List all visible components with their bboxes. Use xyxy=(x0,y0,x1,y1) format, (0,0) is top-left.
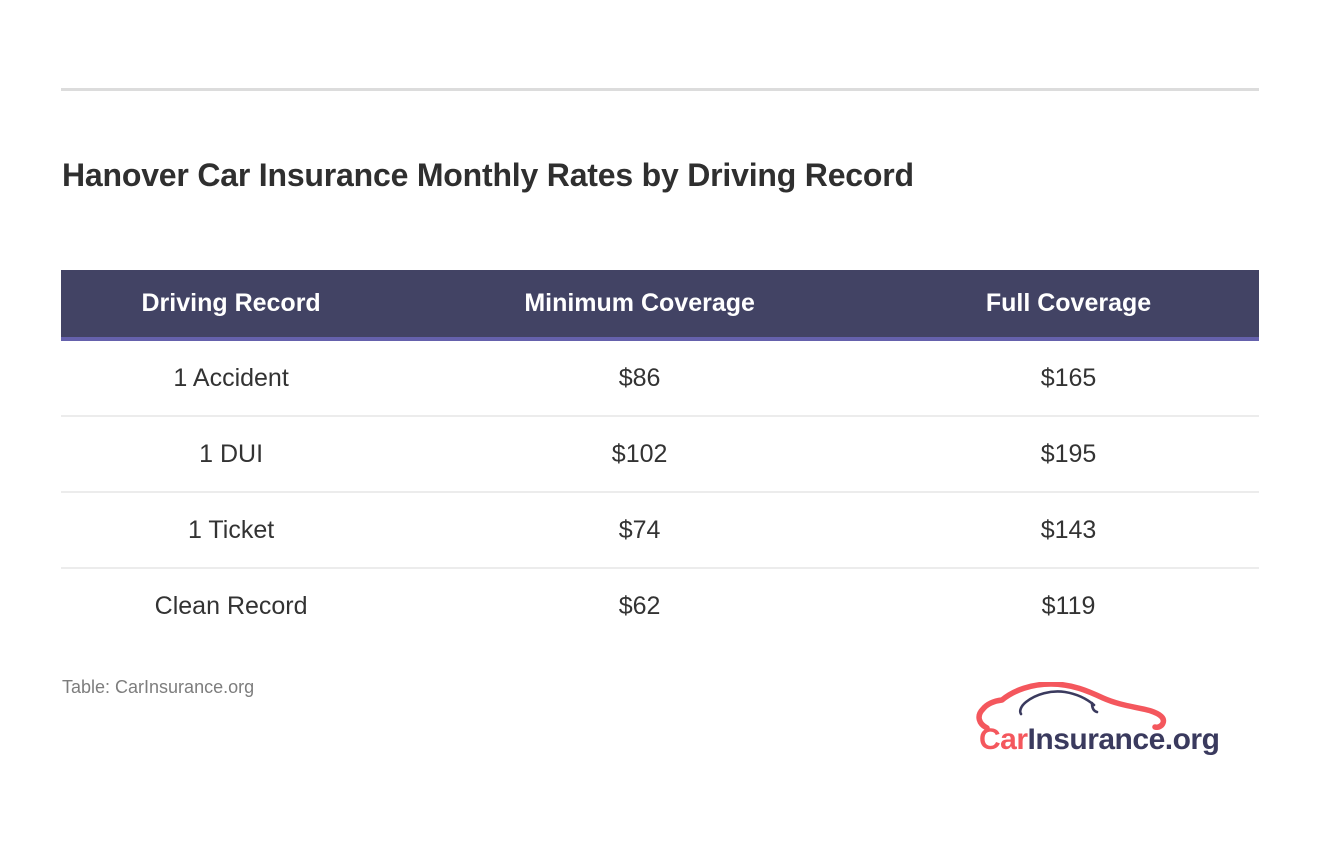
car-window-outline xyxy=(1018,690,1096,716)
cell-minimum-coverage: $62 xyxy=(401,567,879,643)
rates-table: Driving Record Minimum Coverage Full Cov… xyxy=(61,270,1259,643)
cell-full-coverage: $119 xyxy=(878,567,1259,643)
cell-driving-record: 1 Ticket xyxy=(61,491,402,568)
cell-driving-record: Clean Record xyxy=(61,567,402,643)
carinsurance-logo: CarInsurance.org xyxy=(975,682,1220,757)
table-row: 1 Accident $86 $165 xyxy=(61,339,1259,416)
car-outline-icon xyxy=(976,682,1167,730)
column-header-full-coverage: Full Coverage xyxy=(878,270,1259,341)
cell-driving-record: 1 DUI xyxy=(61,415,402,492)
cell-minimum-coverage: $102 xyxy=(401,415,879,492)
source-caption: Table: CarInsurance.org xyxy=(62,677,255,697)
table-row: 1 DUI $102 $195 xyxy=(61,415,1259,492)
logo-text-insurance-org: Insurance.org xyxy=(1027,723,1220,756)
car-mirror-detail xyxy=(1090,701,1099,714)
table-row: 1 Ticket $74 $143 xyxy=(61,491,1259,568)
column-header-minimum-coverage: Minimum Coverage xyxy=(401,270,879,341)
logo-wordmark: CarInsurance.org xyxy=(979,723,1220,757)
top-divider xyxy=(61,88,1259,91)
cell-full-coverage: $165 xyxy=(1040,363,1097,392)
cell-full-coverage: $143 xyxy=(878,491,1259,568)
cell-full-coverage: $195 xyxy=(878,415,1259,492)
page-title: Hanover Car Insurance Monthly Rates by D… xyxy=(62,157,914,193)
car-body-outline xyxy=(976,682,1167,730)
cell-minimum-coverage: $74 xyxy=(401,491,879,568)
logo-text-car: Car xyxy=(979,723,1028,756)
cell-driving-record: 1 Accident xyxy=(173,363,289,392)
table-header-row: Driving Record Minimum Coverage Full Cov… xyxy=(61,270,1259,341)
column-header-driving-record: Driving Record xyxy=(61,270,402,341)
table-row: Clean Record $62 $119 xyxy=(61,567,1259,643)
cell-minimum-coverage: $86 xyxy=(618,363,661,392)
